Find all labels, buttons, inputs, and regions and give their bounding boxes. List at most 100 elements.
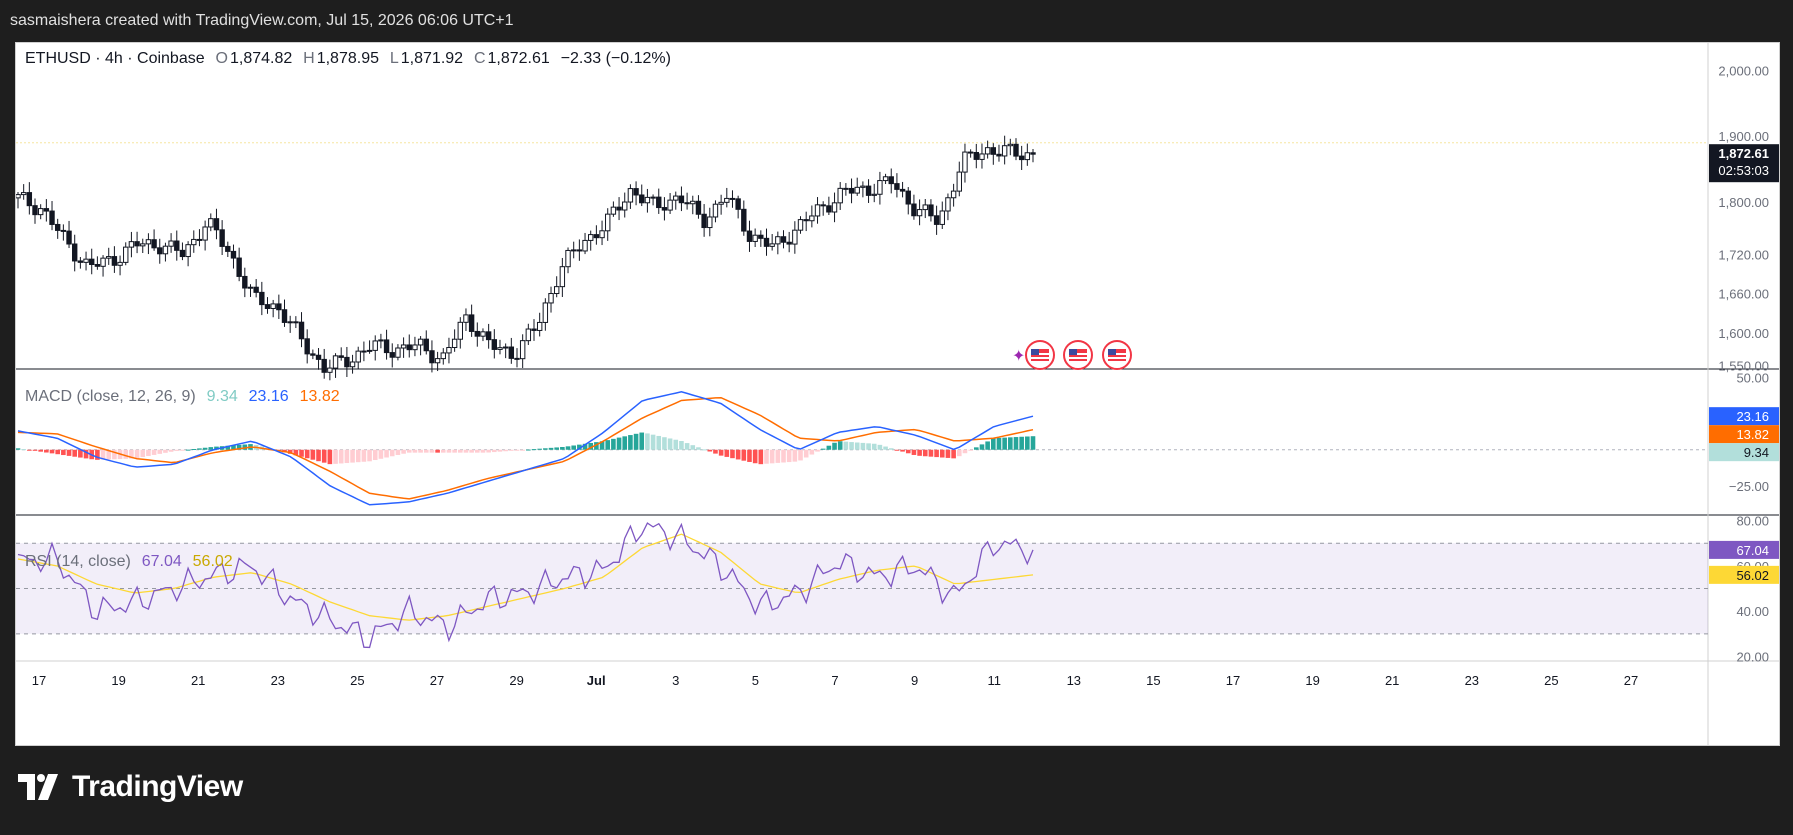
candle-body bbox=[871, 193, 877, 196]
candle-body bbox=[327, 367, 333, 373]
macd-histogram-bar bbox=[180, 449, 185, 451]
candle-body bbox=[1030, 152, 1036, 155]
candle-body bbox=[417, 338, 424, 346]
macd-signal-value: 13.82 bbox=[299, 388, 340, 405]
macd-histogram-bar bbox=[463, 449, 469, 453]
tradingview-brand[interactable]: TradingView bbox=[18, 770, 243, 804]
macd-histogram-bar bbox=[599, 441, 605, 450]
candle-body bbox=[962, 151, 968, 173]
macd-histogram-bar bbox=[582, 443, 588, 450]
candle-body bbox=[990, 147, 997, 155]
time-tick-label: Jul bbox=[587, 673, 606, 688]
macd-histogram-bar bbox=[871, 443, 877, 450]
candle-body bbox=[89, 258, 95, 265]
candle-body bbox=[599, 230, 605, 239]
macd-histogram-bar bbox=[361, 449, 367, 462]
countdown-timer: 02:53:03 bbox=[1718, 163, 1769, 178]
macd-histogram-bar bbox=[526, 449, 531, 451]
candle-body bbox=[831, 202, 838, 213]
candle-body bbox=[400, 344, 407, 349]
candle-body bbox=[349, 361, 356, 368]
rsi-label[interactable]: RSI (14, close) bbox=[25, 553, 131, 570]
macd-histogram-bar bbox=[543, 448, 548, 450]
macd-histogram-bar bbox=[673, 439, 679, 450]
candle-body bbox=[786, 241, 792, 245]
price-tick-label: 1,800.00 bbox=[1718, 195, 1769, 210]
candle-body bbox=[140, 243, 146, 247]
open-value: 1,874.82 bbox=[229, 50, 293, 67]
last-price-badge bbox=[1709, 144, 1779, 183]
macd-histogram-bar bbox=[611, 438, 616, 450]
us-flag-icon-stripe bbox=[1031, 357, 1049, 359]
change-value: −2.33 (−0.12%) bbox=[560, 50, 671, 67]
rsi-header: RSI (14, close) 67.04 56.02 bbox=[25, 553, 235, 571]
us-flag-icon-canton bbox=[1069, 349, 1077, 355]
candle-body bbox=[548, 293, 554, 304]
low-value: 1,871.92 bbox=[400, 50, 464, 67]
macd-histogram-bar bbox=[837, 441, 843, 450]
candle-body bbox=[480, 331, 486, 337]
macd-histogram-bar bbox=[520, 449, 525, 451]
macd-histogram-bar bbox=[429, 449, 435, 453]
macd-histogram-bar bbox=[1008, 437, 1013, 450]
candle-body bbox=[157, 247, 163, 255]
candle-body bbox=[797, 219, 804, 231]
macd-histogram-bar bbox=[735, 449, 741, 460]
candle-body bbox=[508, 346, 515, 359]
chart-container[interactable]: 2,000.00 1,900.00 1,800.00 1,720.00 1,660.00… bbox=[15, 42, 1780, 746]
macd-line bbox=[17, 391, 1034, 506]
macd-histogram-bar bbox=[333, 449, 338, 464]
macd-histogram-bar bbox=[185, 449, 191, 451]
macd-histogram-bar bbox=[304, 449, 310, 459]
candle-body bbox=[389, 352, 395, 358]
macd-histogram-bar bbox=[741, 449, 747, 461]
time-tick-label: 13 bbox=[1067, 673, 1081, 688]
candle-body bbox=[979, 153, 985, 160]
macd-label[interactable]: MACD (close, 12, 26, 9) bbox=[25, 388, 196, 405]
candle-body bbox=[984, 147, 991, 155]
price-tick-label: 1,600.00 bbox=[1718, 326, 1769, 341]
macd-histogram-bar bbox=[866, 443, 871, 450]
macd-histogram-bar bbox=[832, 442, 837, 450]
rsi-ma-value-badge-text: 56.02 bbox=[1736, 568, 1769, 583]
candle-body bbox=[877, 180, 883, 195]
candle-body bbox=[809, 215, 815, 222]
macd-histogram-bar bbox=[486, 449, 491, 453]
time-tick-label: 17 bbox=[32, 673, 46, 688]
macd-histogram-bar bbox=[690, 445, 696, 450]
candle-body bbox=[644, 196, 651, 204]
candle-body bbox=[882, 176, 889, 182]
candle-body bbox=[673, 195, 679, 201]
time-tick-label: 23 bbox=[271, 673, 285, 688]
symbol-label[interactable]: ETHUSD · 4h · Coinbase bbox=[25, 50, 205, 67]
rsi-value-badge-text: 67.04 bbox=[1736, 543, 1769, 558]
candle-body bbox=[724, 197, 730, 203]
macd-histogram-bar bbox=[242, 444, 248, 450]
candle-body bbox=[208, 218, 214, 228]
macd-histogram-bar bbox=[803, 449, 809, 458]
macd-histogram-bar bbox=[645, 433, 650, 450]
macd-histogram-bar bbox=[877, 444, 883, 450]
time-tick-label: 17 bbox=[1226, 673, 1240, 688]
close-value: 1,872.61 bbox=[487, 50, 550, 67]
us-flag-icon-stripe bbox=[1069, 357, 1087, 359]
ohlc-header: ETHUSD · 4h · Coinbase O 1,874.82 H 1,878.… bbox=[25, 50, 673, 68]
macd-histogram-bar bbox=[16, 448, 21, 450]
candle-body bbox=[151, 239, 157, 249]
macd-hist-value: 9.34 bbox=[206, 388, 238, 405]
macd-histogram-bar bbox=[310, 449, 316, 460]
candle-body bbox=[463, 314, 469, 323]
candle-body bbox=[338, 355, 344, 358]
macd-histogram-bar bbox=[798, 449, 803, 461]
macd-tick-label: 50.00 bbox=[1736, 370, 1769, 385]
candle-body bbox=[780, 236, 787, 243]
macd-histogram-bar bbox=[786, 449, 792, 463]
macd-histogram-bar bbox=[492, 449, 497, 453]
candle-body bbox=[769, 243, 775, 247]
candle-body bbox=[185, 244, 191, 258]
chart-canvas[interactable]: 2,000.00 1,900.00 1,800.00 1,720.00 1,660.00… bbox=[16, 43, 1779, 745]
macd-histogram-bar bbox=[321, 449, 327, 463]
candle-body bbox=[434, 358, 441, 364]
macd-histogram-bar bbox=[696, 447, 701, 450]
macd-histogram-bar bbox=[951, 449, 956, 459]
